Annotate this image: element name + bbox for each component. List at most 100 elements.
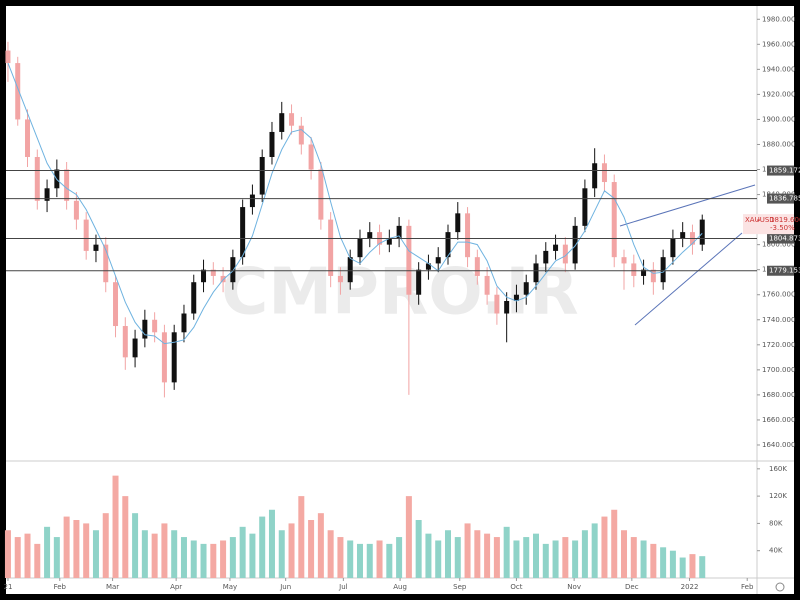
volume-bar: [327, 530, 334, 578]
candle-body: [572, 225, 578, 264]
candle-body: [201, 269, 207, 283]
volume-bar: [621, 530, 628, 578]
volume-bar: [650, 543, 657, 578]
volume-bar: [141, 530, 148, 578]
last-price-label: 1819.600: [770, 216, 800, 224]
candle-body: [44, 188, 50, 201]
volume-bar: [73, 520, 80, 578]
candle-body: [210, 269, 216, 276]
candle-body: [611, 182, 617, 258]
volume-bar: [503, 526, 510, 578]
candle-body: [513, 294, 519, 301]
candle-body: [93, 244, 99, 251]
volume-bar: [640, 540, 647, 578]
candle-body: [15, 63, 21, 120]
candle-body: [152, 319, 158, 333]
v-tick-label: 120K: [769, 492, 787, 500]
volume-bar: [200, 543, 207, 578]
candle-body: [386, 238, 392, 245]
x-tick-label: Aug: [393, 583, 407, 591]
candle-body: [161, 332, 167, 383]
candle-body: [592, 163, 598, 189]
x-tick-label: Jun: [279, 583, 291, 591]
candle-body: [181, 313, 187, 333]
volume-bar: [376, 540, 383, 578]
y-tick-label: 1960.000: [762, 40, 795, 48]
y-tick-label: 1920.000: [762, 90, 795, 98]
candle-body: [122, 326, 128, 358]
candle-body: [34, 156, 40, 201]
candle-body: [367, 232, 373, 239]
candle-body: [259, 156, 265, 195]
volume-bar: [161, 523, 168, 578]
level-label-box: [767, 265, 794, 276]
candle-body: [504, 300, 510, 314]
candle-body: [230, 257, 236, 283]
volume-bar: [288, 523, 295, 578]
level-label: 1804.873: [769, 235, 800, 243]
volume-bar: [92, 530, 99, 578]
volume-bar: [112, 475, 119, 578]
volume-bar: [210, 543, 217, 578]
candle-body: [582, 188, 588, 226]
volume-bar: [484, 533, 491, 578]
volume-bar: [464, 523, 471, 578]
volume-bar: [513, 540, 520, 578]
volume-bar: [44, 526, 51, 578]
volume-bar: [122, 496, 129, 578]
volume-bar: [347, 540, 354, 578]
volume-bar: [699, 556, 706, 578]
candle-body: [298, 125, 304, 145]
candle-body: [474, 257, 480, 276]
candle-body: [289, 113, 295, 126]
volume-bar: [552, 540, 559, 578]
candle-body: [396, 225, 402, 239]
volume-bar: [151, 533, 158, 578]
volume-bar: [63, 516, 70, 578]
volume-bar: [660, 547, 667, 578]
volume-bar: [239, 526, 246, 578]
volume-bar: [132, 513, 139, 578]
level-label: 1859.172: [769, 167, 800, 175]
volume-bar: [591, 523, 598, 578]
x-tick-label: Mar: [106, 583, 119, 591]
volume-bar: [415, 520, 422, 578]
x-tick-label: Dec: [625, 583, 639, 591]
volume-bar: [220, 540, 227, 578]
candle-body: [699, 219, 705, 245]
volume-bar: [249, 533, 256, 578]
candle-body: [132, 338, 138, 358]
level-label: 1779.153: [769, 267, 800, 275]
volume-bar: [630, 537, 637, 578]
candle-body: [484, 275, 490, 295]
volume-bar: [83, 523, 90, 578]
candle-body: [435, 257, 441, 264]
change-label: -3.50%: [770, 224, 795, 232]
volume-bar: [337, 537, 344, 578]
candle-body: [269, 131, 275, 157]
candle-body: [328, 219, 334, 276]
candle-body: [249, 194, 255, 208]
volume-bar: [523, 537, 530, 578]
candle-body: [523, 282, 529, 295]
trend-line: [634, 232, 743, 326]
settings-icon[interactable]: [775, 582, 785, 592]
volume-bar: [259, 516, 266, 578]
volume-bar: [102, 513, 109, 578]
candle-body: [64, 169, 70, 201]
level-label-box: [767, 233, 794, 244]
watermark: CMPRO.IR: [221, 256, 578, 330]
y-tick-label: 1800.000: [762, 241, 795, 249]
volume-bar: [454, 537, 461, 578]
volume-bar: [366, 543, 373, 578]
y-tick-label: 1940.000: [762, 65, 795, 73]
price-label-box: [743, 214, 794, 235]
volume-bar: [24, 533, 31, 578]
volume-bar: [669, 550, 676, 578]
y-tick-label: 1980.000: [762, 15, 795, 23]
level-label-box: [767, 193, 794, 204]
y-tick-label: 1740.000: [762, 316, 795, 324]
y-tick-label: 1660.000: [762, 416, 795, 424]
x-tick-label: Feb: [54, 583, 67, 591]
candle-body: [562, 244, 568, 264]
